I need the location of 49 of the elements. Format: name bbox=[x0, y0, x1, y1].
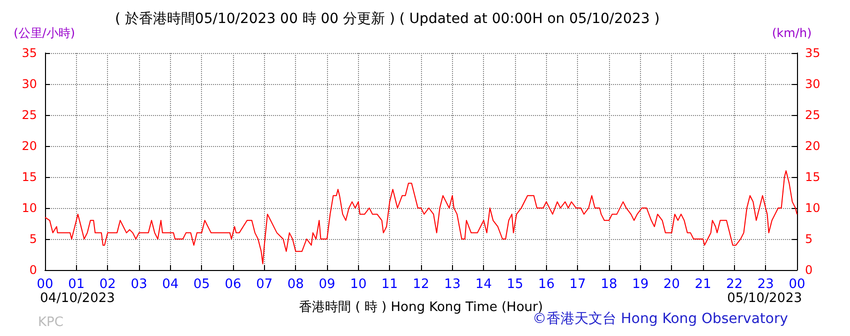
y2-tick-label: 0 bbox=[805, 263, 813, 277]
x-tick-label: 13 bbox=[444, 277, 461, 292]
x-tick-label: 07 bbox=[256, 277, 273, 292]
chart-title: ( 於香港時間05/10/2023 00 時 00 分更新 ) ( Updated at 00:00H on 05/10/2023 ) bbox=[115, 11, 660, 27]
x-tick-label: 04 bbox=[162, 277, 179, 292]
x-tick-label: 14 bbox=[475, 277, 492, 292]
x-tick-label: 02 bbox=[99, 277, 116, 292]
y-tick-label: 5 bbox=[29, 232, 37, 246]
y2-tick-label: 10 bbox=[805, 201, 820, 215]
x-tick-label: 05 bbox=[193, 277, 210, 292]
y-tick-label: 15 bbox=[22, 170, 37, 184]
x-tick-label: 19 bbox=[632, 277, 649, 292]
x-tick-label: 08 bbox=[287, 277, 304, 292]
y-tick-label: 20 bbox=[22, 139, 37, 153]
text: ©香港天文台 Hong Kong Observatory bbox=[532, 311, 788, 327]
y2-tick-label: 30 bbox=[805, 77, 820, 91]
y2-tick-label: 15 bbox=[805, 170, 820, 184]
y2-tick-label: 25 bbox=[805, 108, 820, 122]
x-tick-label: 10 bbox=[350, 277, 367, 292]
y-tick-label: 0 bbox=[29, 263, 37, 277]
x-tick-label: 06 bbox=[224, 277, 242, 292]
x-tick-label: 03 bbox=[130, 277, 148, 292]
x-tick-label: 01 bbox=[68, 277, 85, 292]
x-tick-label: 23 bbox=[757, 277, 774, 292]
y-tick-label: 30 bbox=[22, 77, 37, 91]
x-tick-label: 17 bbox=[569, 277, 586, 292]
x-tick-label: 00 bbox=[36, 277, 54, 292]
x-tick-label: 00 bbox=[788, 277, 806, 292]
x-tick-label: 20 bbox=[663, 277, 680, 292]
y2-axis-title: (km/h) bbox=[772, 26, 812, 40]
x-tick-label: 09 bbox=[318, 277, 336, 292]
x-tick-label: 16 bbox=[538, 277, 555, 292]
x-tick-label: 11 bbox=[381, 277, 398, 292]
text: 04/10/2023 bbox=[40, 291, 115, 306]
y-tick-label: 25 bbox=[22, 108, 37, 122]
y2-tick-label: 5 bbox=[805, 232, 813, 246]
y-axis-title: (公里/小時) bbox=[14, 26, 75, 40]
x-tick-label: 21 bbox=[694, 277, 712, 292]
x-tick-label: 12 bbox=[412, 277, 430, 292]
y2-tick-label: 20 bbox=[805, 139, 820, 153]
text: KPC bbox=[38, 315, 64, 330]
x-tick-label: 15 bbox=[506, 277, 524, 292]
y2-tick-label: 35 bbox=[805, 46, 820, 60]
line-series bbox=[44, 170, 798, 264]
text: 05/10/2023 bbox=[727, 291, 802, 306]
y-tick-label: 35 bbox=[22, 46, 37, 60]
x-tick-label: 18 bbox=[600, 277, 618, 292]
y-tick-label: 10 bbox=[22, 201, 37, 215]
x-tick-label: 22 bbox=[726, 277, 743, 292]
